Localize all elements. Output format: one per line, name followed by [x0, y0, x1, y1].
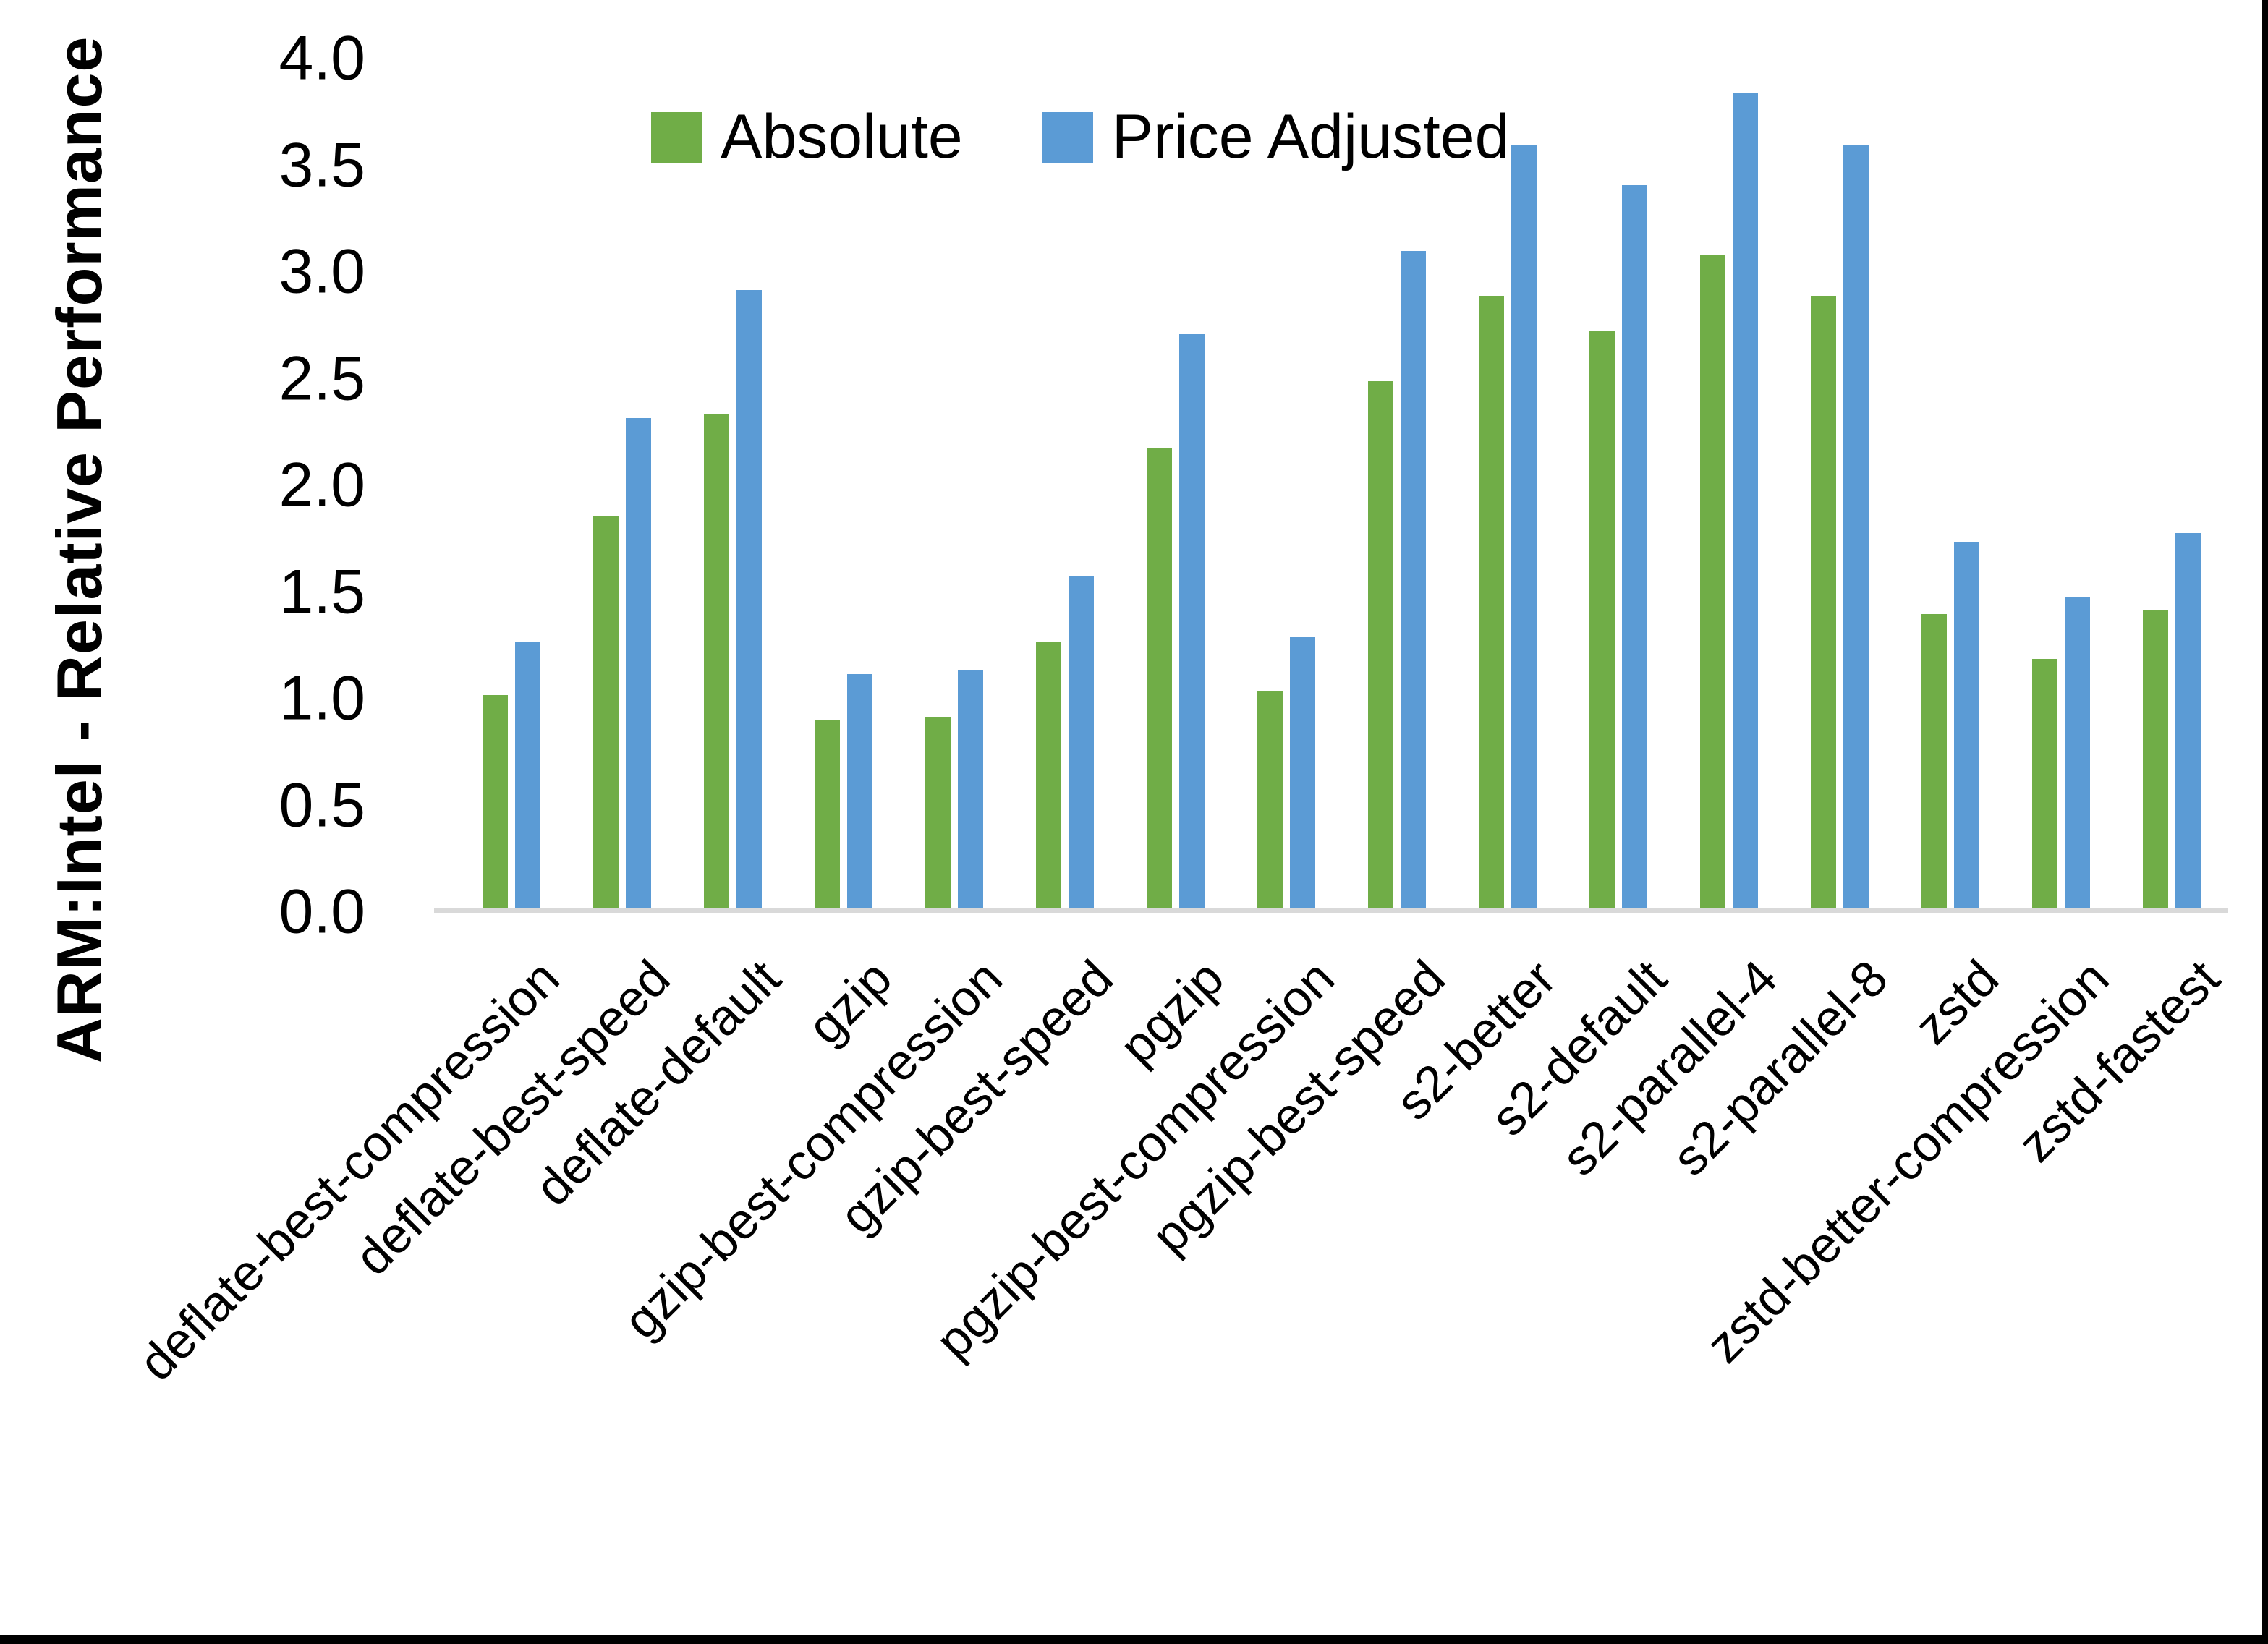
bar-absolute-deflate-best-compression: [483, 695, 508, 911]
y-tick-label: 0.0: [279, 877, 365, 947]
bar-absolute-deflate-best-speed: [593, 516, 619, 911]
bar-price-adjusted-deflate-best-compression: [515, 642, 540, 911]
bar-price-adjusted-pgzip: [1179, 334, 1205, 911]
bar-price-adjusted-gzip: [847, 674, 872, 911]
bar-absolute-pgzip-best-compression: [1257, 691, 1283, 911]
y-tick-label: 2.0: [279, 450, 365, 520]
bar-price-adjusted-deflate-default: [736, 290, 762, 911]
window-edge-bottom: [0, 1635, 2268, 1644]
bar-absolute-s2-parallel-8: [1811, 296, 1836, 911]
legend-label: Absolute: [721, 102, 963, 171]
y-tick-label: 1.5: [279, 557, 365, 626]
bar-price-adjusted-s2-default: [1622, 185, 1647, 911]
bar-price-adjusted-s2-parallel-8: [1843, 145, 1869, 911]
bar-absolute-zstd-fastest: [2143, 610, 2168, 911]
bar-absolute-deflate-default: [704, 414, 729, 911]
bar-absolute-pgzip: [1147, 448, 1172, 911]
bar-absolute-s2-better: [1479, 296, 1504, 911]
bar-price-adjusted-pgzip-best-speed: [1401, 251, 1426, 911]
y-tick-label: 2.5: [279, 344, 365, 413]
bar-price-adjusted-gzip-best-compression: [958, 670, 983, 911]
bar-price-adjusted-deflate-best-speed: [626, 418, 651, 911]
legend-swatch-absolute: [651, 111, 702, 163]
bar-absolute-zstd-better-compression: [2032, 659, 2057, 911]
y-tick-label: 1.0: [279, 663, 365, 733]
bar-price-adjusted-zstd-better-compression: [2065, 597, 2090, 911]
x-axis-label-deflate-best-compression: deflate-best-compression: [127, 949, 570, 1392]
chart-legend: Absolute Price Adjusted: [651, 101, 1509, 173]
bar-absolute-pgzip-best-speed: [1368, 381, 1393, 911]
legend-item-absolute: Absolute: [651, 101, 963, 173]
bar-price-adjusted-s2-better: [1511, 145, 1537, 911]
bar-price-adjusted-zstd-fastest: [2175, 533, 2201, 911]
legend-label: Price Adjusted: [1111, 102, 1510, 171]
y-tick-label: 3.0: [279, 237, 365, 307]
bar-absolute-gzip-best-speed: [1036, 642, 1061, 911]
bar-price-adjusted-s2-parallel-4: [1733, 93, 1758, 911]
window-edge-right: [2262, 0, 2268, 1644]
bar-absolute-zstd: [1921, 614, 1947, 911]
bar-absolute-s2-default: [1589, 331, 1615, 911]
bar-absolute-gzip: [815, 720, 840, 911]
bar-price-adjusted-gzip-best-speed: [1069, 576, 1094, 911]
y-tick-label: 0.5: [279, 770, 365, 840]
legend-swatch-price-adjusted: [1042, 111, 1093, 163]
bar-price-adjusted-pgzip-best-compression: [1290, 637, 1315, 911]
y-tick-label: 3.5: [279, 130, 365, 200]
y-tick-label: 4.0: [279, 23, 365, 93]
x-axis-line: [434, 908, 2228, 913]
bar-price-adjusted-zstd: [1954, 542, 1979, 911]
bar-absolute-s2-parallel-4: [1700, 255, 1725, 911]
legend-item-price-adjusted: Price Adjusted: [1042, 101, 1510, 173]
bar-absolute-gzip-best-compression: [925, 717, 951, 911]
